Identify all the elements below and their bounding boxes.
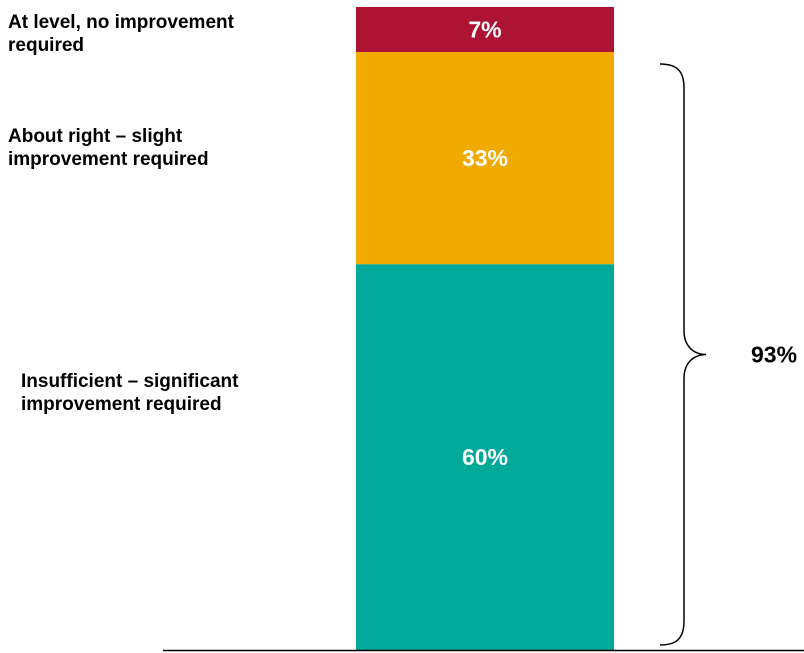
- category-label-insufficient-significant-improvement-required: Insufficient – significant improvement re…: [21, 371, 239, 415]
- total-bracket: [659, 63, 707, 646]
- category-label-line: required: [8, 35, 84, 56]
- category-label-line: About right – slight: [8, 126, 183, 147]
- bar-segment-insufficient-significant-improvement-required: [356, 264, 614, 650]
- segment-value-label-at-level-no-improvement-required: 7%: [468, 17, 501, 43]
- segment-value-labels: 60% 33% 7%: [462, 17, 508, 471]
- segment-value-label-insufficient-significant-improvement-required: 60%: [462, 444, 508, 470]
- category-label-line: At level, no improvement: [8, 12, 235, 33]
- bar-segment-about-right-slight-improvement-required: [356, 52, 614, 265]
- category-label-at-level-no-improvement-required: At level, no improvement required: [8, 12, 235, 56]
- category-label-line: improvement required: [21, 394, 222, 415]
- category-labels: Insufficient – significant improvement re…: [8, 12, 239, 415]
- bar-segments: [356, 7, 614, 650]
- category-label-about-right-slight-improvement-required: About right – slight improvement required: [8, 126, 209, 170]
- segment-value-label-about-right-slight-improvement-required: 33%: [462, 145, 508, 171]
- category-label-line: Insufficient – significant: [21, 371, 239, 392]
- category-label-line: improvement required: [8, 149, 209, 170]
- bracket-total-label: 93%: [751, 342, 797, 368]
- bar-segment-at-level-no-improvement-required: [356, 7, 614, 53]
